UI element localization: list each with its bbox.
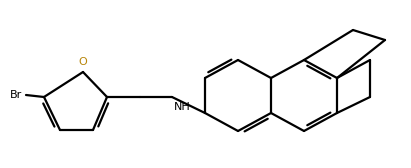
Text: Br: Br: [10, 90, 22, 100]
Text: NH: NH: [174, 102, 191, 112]
Text: O: O: [79, 57, 88, 67]
